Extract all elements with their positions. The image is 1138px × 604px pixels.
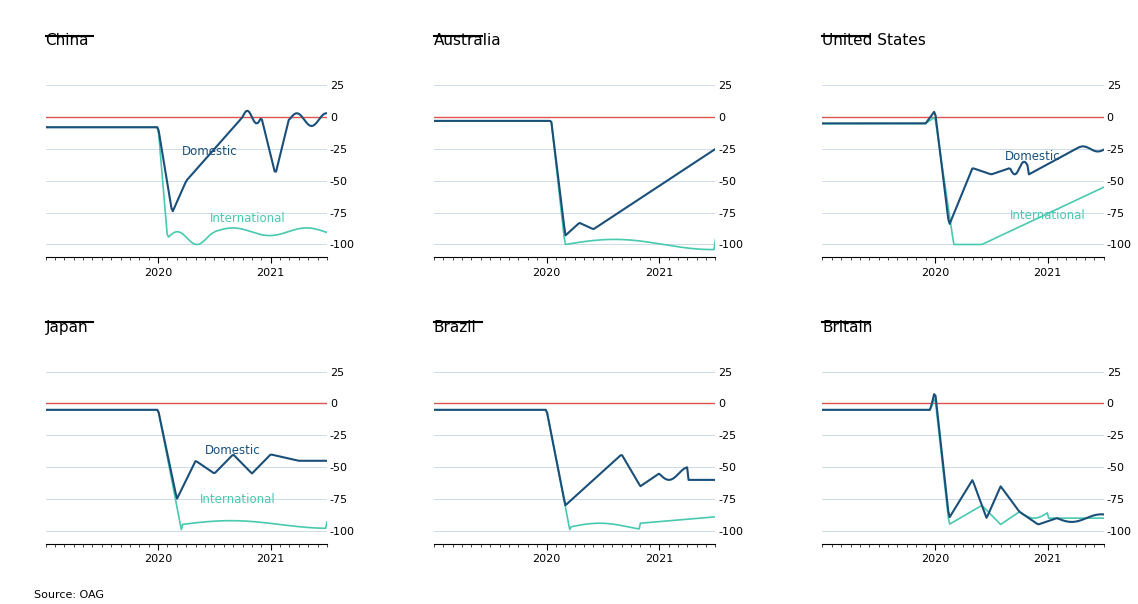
Text: Britain: Britain [823,320,873,335]
Text: Domestic: Domestic [182,146,237,158]
Text: Domestic: Domestic [1005,150,1061,164]
Text: China: China [46,33,89,48]
Text: Source: OAG: Source: OAG [34,590,105,600]
Text: Australia: Australia [434,33,502,48]
Text: International: International [200,493,277,506]
Text: Brazil: Brazil [434,320,477,335]
Text: International: International [209,211,286,225]
Text: International: International [1011,209,1086,222]
Text: Domestic: Domestic [205,445,261,457]
Text: United States: United States [823,33,926,48]
Text: Japan: Japan [46,320,88,335]
